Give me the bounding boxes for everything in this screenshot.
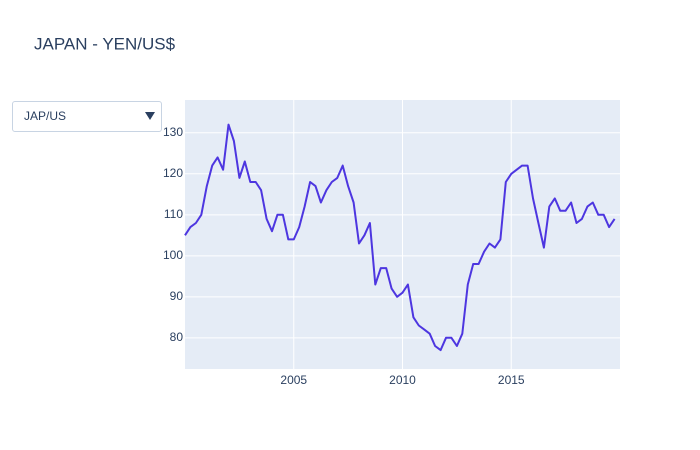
dropdown-label: JAP/US (24, 109, 67, 123)
dropdown-arrow (145, 112, 155, 120)
line (184, 123, 616, 352)
y-tick-label: 120 (163, 166, 183, 180)
x-tick-label: 2005 (280, 373, 307, 387)
x-tick-label: 2010 (389, 373, 416, 387)
x-tick-label: 2015 (498, 373, 525, 387)
y-tick-label: 110 (164, 207, 183, 221)
y-tick-label: 80 (170, 330, 184, 344)
chart-title: JAPAN - YEN/US$ (34, 34, 176, 53)
dropdown[interactable]: JAP/US (12, 101, 162, 132)
y-tick-label: 130 (163, 125, 183, 139)
y-tick-label: 90 (170, 289, 184, 303)
y-tick-label: 100 (163, 248, 183, 262)
